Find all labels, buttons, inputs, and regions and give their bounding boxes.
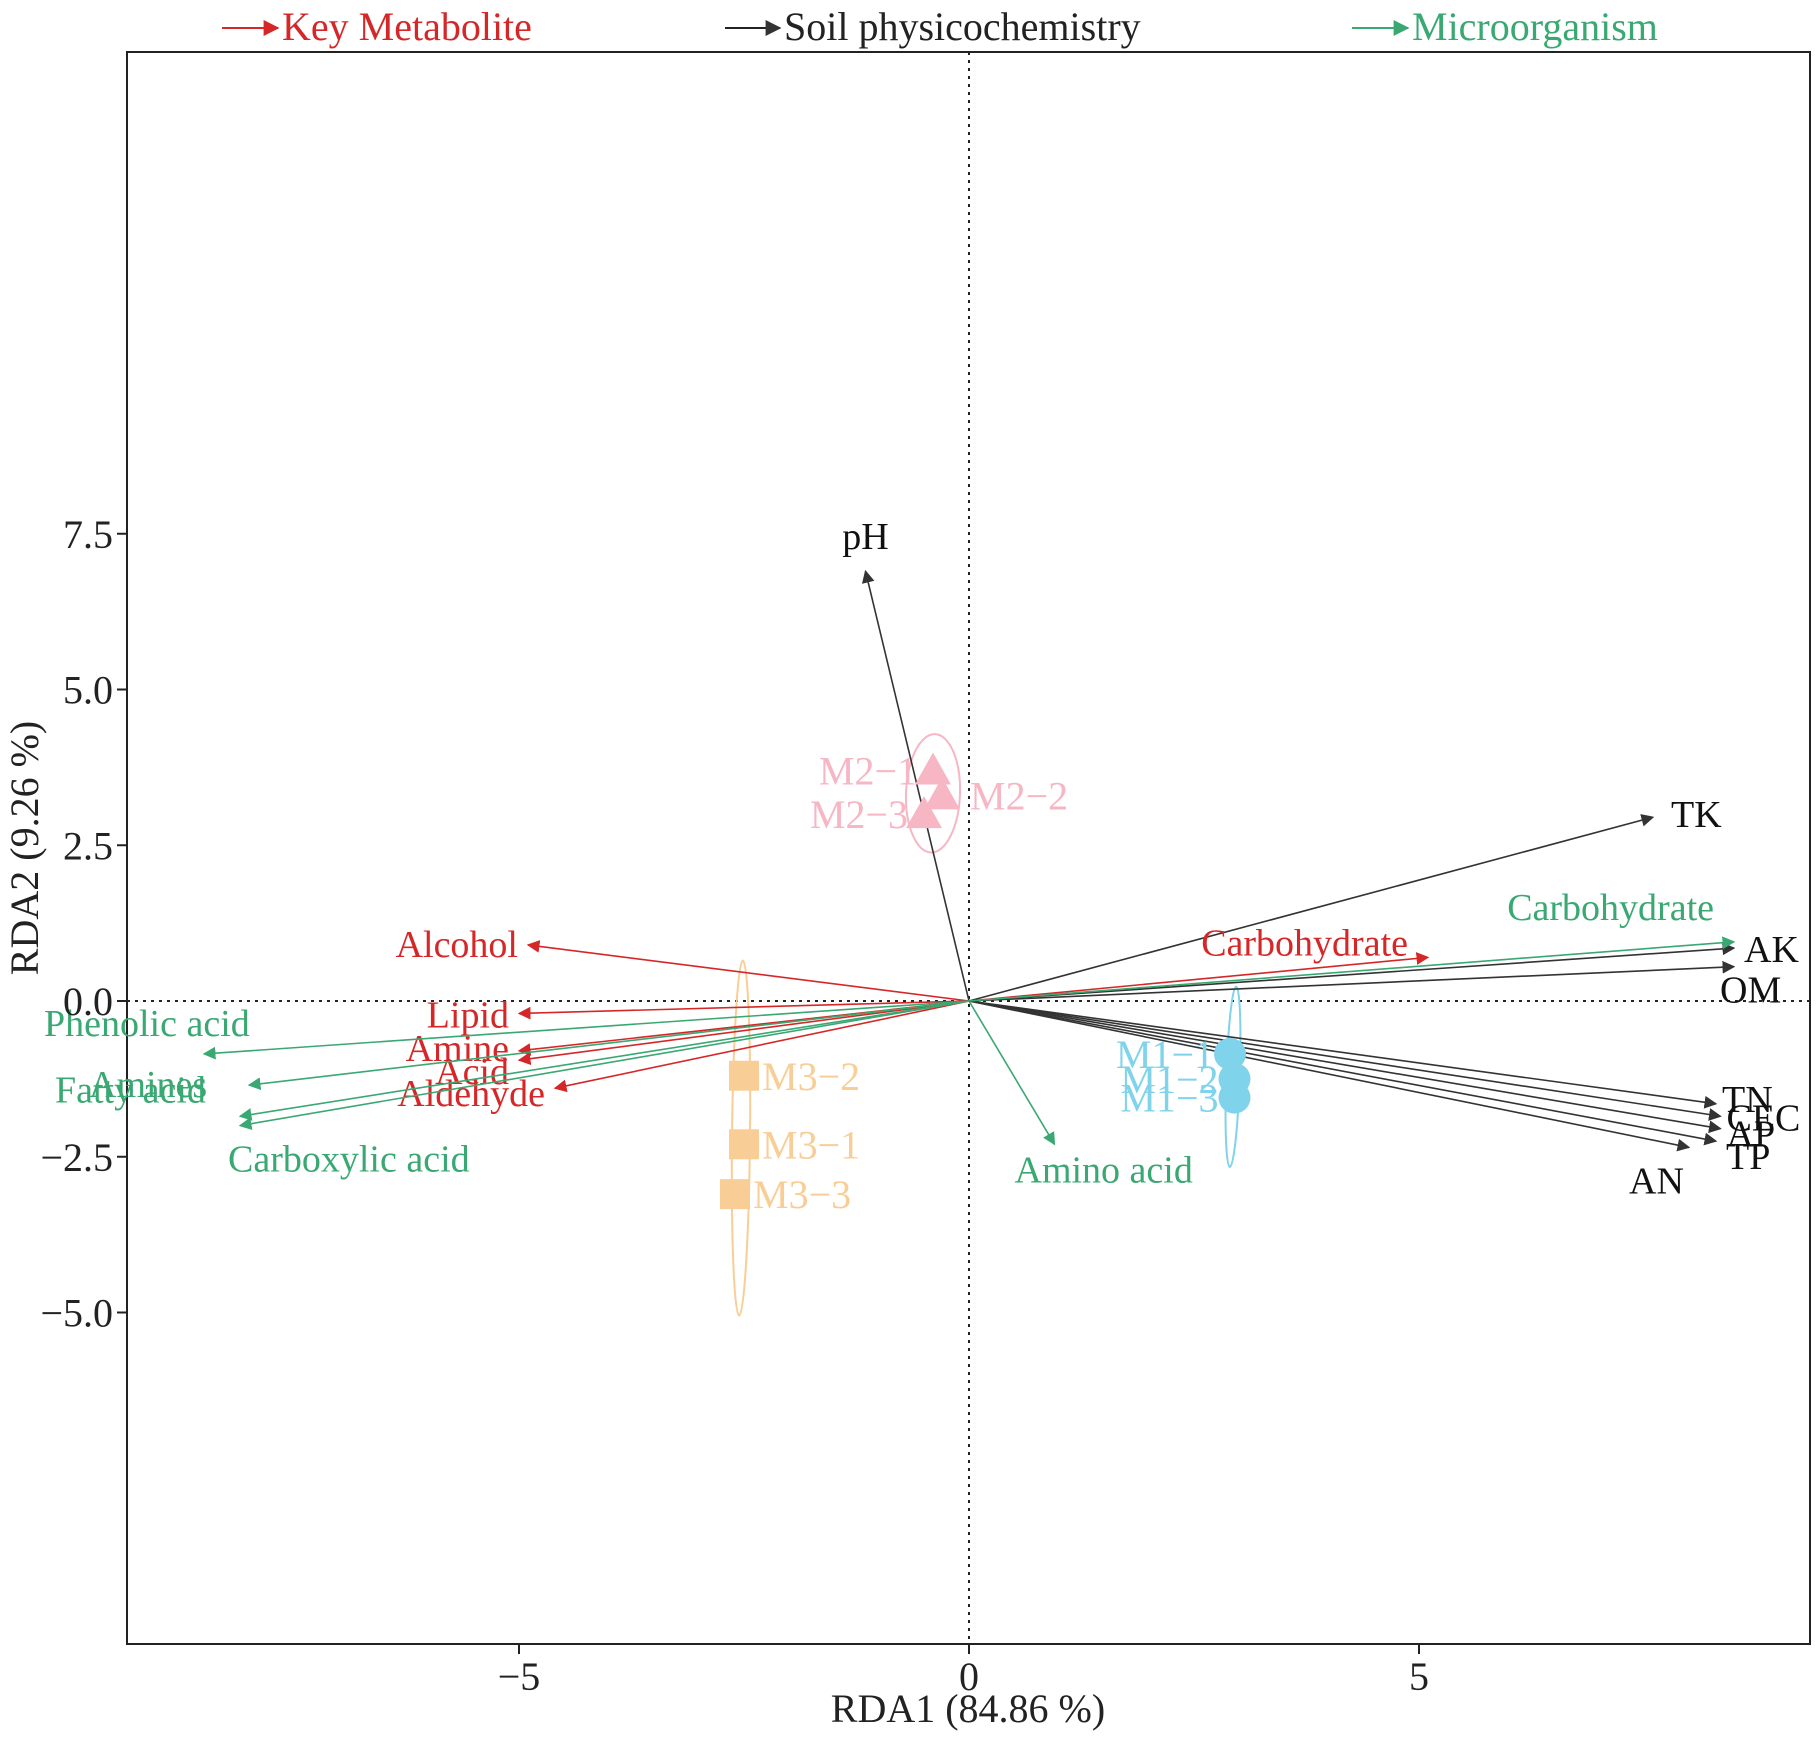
legend-label-soil: Soil physicochemistry — [784, 4, 1141, 49]
soil-arrow-an — [968, 1000, 1691, 1152]
soil-label-tp: TP — [1726, 1136, 1770, 1178]
microbe-arrow-carbohydrate — [968, 936, 1736, 1002]
metabolite-arrow-aldehyde — [553, 1000, 970, 1093]
x-axis-title: RDA1 (84.86 %) — [831, 1686, 1105, 1731]
sample-m2-2-label: M2−2 — [970, 773, 1068, 818]
soil-arrow-ph — [861, 569, 970, 1002]
microbe-label-amino-acid: Amino acid — [1015, 1149, 1193, 1191]
soil-label-ak: AK — [1744, 929, 1799, 971]
x-tick-label: 0 — [959, 1654, 979, 1699]
legend-label-microbe: Microorganism — [1412, 4, 1658, 49]
y-tick-label: 2.5 — [63, 823, 113, 868]
microbe-label-carbohydrate: Carbohydrate — [1507, 887, 1714, 929]
y-tick-label: 5.0 — [63, 668, 113, 713]
y-tick-label: 7.5 — [63, 512, 113, 557]
soil-label-ap: AP — [1727, 1114, 1776, 1156]
soil-arrow-om — [968, 960, 1736, 1002]
microbe-arrow-carboxylic-acid — [238, 1000, 970, 1130]
axis-ticks: −5 0 5 7.5 5.0 2.5 0.0 −2.5 −5.0 — [40, 512, 1429, 1699]
soil-arrow-tp — [968, 1000, 1718, 1146]
soil-label-om: OM — [1720, 970, 1781, 1012]
legend: Key Metabolite Soil physicochemistry Mic… — [222, 4, 1658, 49]
sample-m3-1-marker — [729, 1129, 759, 1160]
soil-label-tn: TN — [1722, 1079, 1773, 1121]
ellipse-m2 — [904, 733, 962, 854]
soil-label-tk: TK — [1671, 794, 1722, 836]
soil-arrow-tk — [968, 814, 1655, 1002]
group-ellipses — [730, 733, 1242, 1317]
sample-m2-3-marker — [906, 796, 942, 829]
microbe-arrow-amino-acid — [968, 1000, 1056, 1146]
soil-label-an: AN — [1629, 1160, 1684, 1202]
metabolite-arrow-carbohydrate — [968, 952, 1430, 1002]
sample-m2-1-marker — [915, 752, 951, 785]
microbe-label-phenolic-acid: Phenolic acid — [44, 1003, 250, 1045]
soil-arrow-cec — [968, 1000, 1722, 1121]
soil-arrow-tn — [968, 1000, 1718, 1109]
microbe-label-fatty-acid: Fatty acid — [55, 1069, 206, 1111]
sample-m3-1-label: M3−1 — [762, 1122, 860, 1167]
sample-m3-3-marker — [720, 1179, 750, 1210]
soil-label-cec: CEC — [1727, 1097, 1801, 1139]
soil-arrow-ap — [968, 1000, 1722, 1134]
x-tick-label: 5 — [1409, 1654, 1429, 1699]
sample-m2-3-label: M2−3 — [810, 792, 908, 837]
metabolite-arrow-acid — [517, 1000, 970, 1066]
sample-m3-3-label: M3−3 — [753, 1172, 851, 1217]
soil-arrow-ak — [968, 942, 1736, 1002]
sample-m1-2-label: M1−2 — [1120, 1057, 1218, 1102]
sample-m3-2-marker — [729, 1060, 759, 1091]
metabolite-label-carbohydrate: Carbohydrate — [1201, 922, 1408, 964]
microbe-arrow-amines — [247, 1000, 970, 1091]
microbe-label-carboxylic-acid: Carboxylic acid — [228, 1139, 470, 1181]
metabolite-label-lipid: Lipid — [427, 994, 509, 1036]
y-axis-title: RDA2 (9.26 %) — [2, 721, 47, 975]
y-tick-label: −2.5 — [40, 1135, 113, 1180]
sample-m1-1-marker — [1214, 1037, 1246, 1070]
sample-m3-2-label: M3−2 — [762, 1054, 860, 1099]
legend-label-metabolite: Key Metabolite — [282, 4, 532, 49]
microbe-label-amines: Amines — [89, 1064, 207, 1106]
soil-label-ph: pH — [842, 516, 888, 558]
metabolite-arrow-lipid — [517, 1000, 970, 1020]
sample-m1-3-label: M1−3 — [1120, 1076, 1218, 1121]
sample-m2-1-label: M2−1 — [819, 748, 917, 793]
metabolite-label-amine: Amine — [406, 1028, 509, 1070]
sample-m2-2-marker — [924, 777, 960, 810]
y-tick-label: 0.0 — [63, 979, 113, 1024]
metabolite-label-alcohol: Alcohol — [396, 924, 518, 966]
zero-lines — [127, 52, 1810, 1644]
sample-m1-3-marker — [1218, 1081, 1251, 1114]
metabolite-arrow-alcohol — [526, 940, 970, 1002]
sample-m1-1-label: M1−1 — [1116, 1032, 1214, 1077]
y-tick-label: −5.0 — [40, 1291, 113, 1336]
sample-points: M2−1 M2−2 M2−3 M1−1M1−2M1−3 M3−2 M3−1 M3−3 — [720, 748, 1251, 1217]
x-tick-label: −5 — [498, 1654, 541, 1699]
microbe-arrow-fatty-acid — [238, 1000, 970, 1121]
microbe-arrow-phenolic-acid — [202, 1000, 970, 1060]
